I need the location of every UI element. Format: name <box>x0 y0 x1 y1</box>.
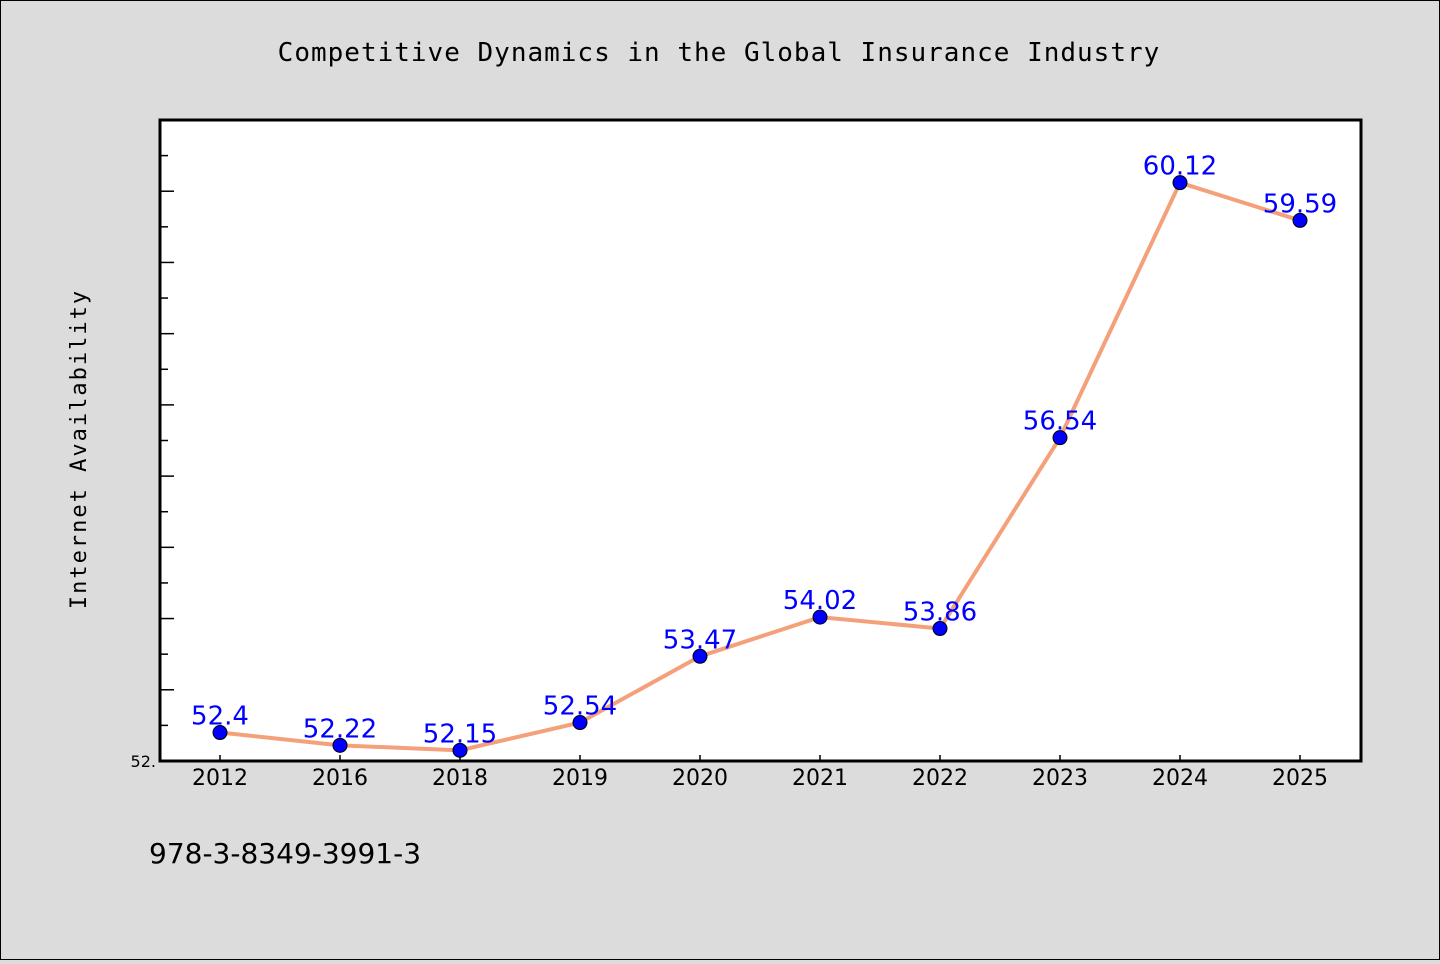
x-tick-label: 2021 <box>792 766 848 791</box>
data-label: 54.02 <box>783 586 857 616</box>
y-axis-label: Internet Availability <box>67 289 92 609</box>
x-axis-ticks: 2012 2016 2018 2019 2020 2021 2022 2023 2024 2025 <box>192 755 1328 791</box>
x-tick-label: 2019 <box>552 766 608 791</box>
data-point <box>1172 175 1188 191</box>
x-tick-label: 2024 <box>1152 766 1208 791</box>
data-point <box>1052 430 1068 446</box>
data-label: 52.54 <box>543 692 617 722</box>
data-label: 53.47 <box>663 625 737 655</box>
series-line-group <box>212 175 1308 758</box>
data-label: 52.4 <box>191 702 249 732</box>
data-point <box>1292 212 1308 228</box>
x-tick-label: 2020 <box>672 766 728 791</box>
x-tick-label: 2016 <box>312 766 368 791</box>
y-tick-label: 52. <box>131 752 156 771</box>
data-point <box>932 621 948 637</box>
data-point <box>212 725 228 741</box>
chart-title: Competitive Dynamics in the Global Insur… <box>278 38 1161 68</box>
data-point <box>332 737 348 753</box>
data-point <box>692 648 708 664</box>
x-tick-label: 2022 <box>912 766 968 791</box>
x-tick-label: 2025 <box>1272 766 1328 791</box>
y-axis-ticks: 52. <box>131 154 174 771</box>
data-label: 59.59 <box>1263 189 1337 219</box>
data-point <box>452 742 468 758</box>
data-point <box>812 609 828 625</box>
data-point <box>572 715 588 731</box>
data-label: 52.22 <box>303 714 377 744</box>
data-labels: 52.4 52.22 52.15 52.54 53.47 54.02 53.86 56.54 6… <box>191 152 1337 750</box>
data-label: 52.15 <box>423 719 497 749</box>
isbn-footer: 978-3-8349-3991-3 <box>149 837 421 870</box>
data-label: 60.12 <box>1143 152 1217 182</box>
data-label: 53.86 <box>903 598 977 628</box>
x-tick-label: 2012 <box>192 766 248 791</box>
series-line <box>219 180 1301 753</box>
x-tick-label: 2023 <box>1032 766 1088 791</box>
data-label: 56.54 <box>1023 407 1097 437</box>
plot-area <box>158 118 1363 763</box>
x-tick-label: 2018 <box>432 766 488 791</box>
